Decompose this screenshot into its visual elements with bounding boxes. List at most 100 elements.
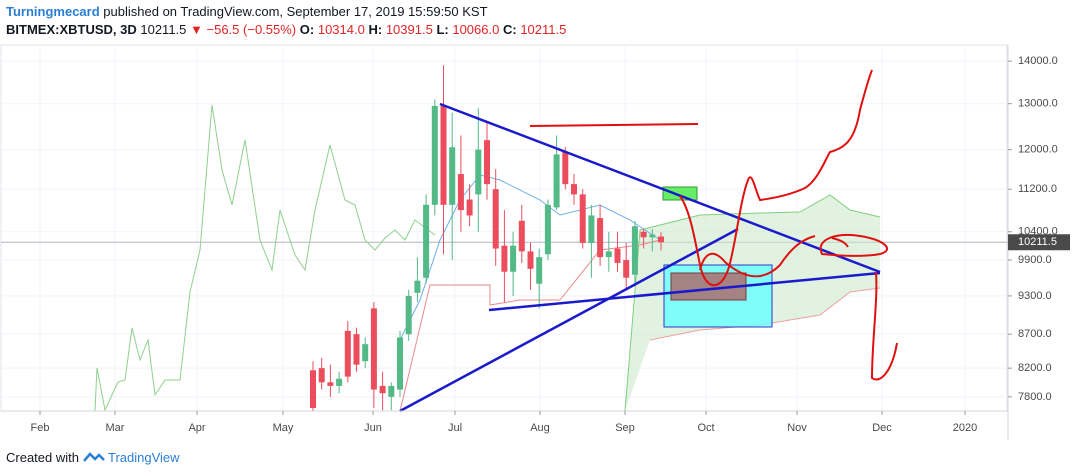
candle-body — [370, 308, 377, 390]
last-price-tag — [1008, 234, 1070, 251]
ohlc-value: 10211.5 — [520, 22, 567, 37]
candle-body — [327, 382, 334, 386]
ohlc-value: 10391.5 — [385, 22, 433, 37]
footer-text: Created with — [6, 450, 79, 465]
candle-body — [475, 149, 482, 195]
candle-body — [510, 245, 517, 272]
change: −56.5 (−0.55%) — [206, 22, 297, 37]
red-scribble — [699, 235, 816, 278]
ohlc-key: H: — [368, 22, 383, 37]
published: published on TradingView.com, September … — [103, 4, 488, 19]
candle-body — [492, 189, 499, 249]
candle-body — [440, 105, 447, 205]
x-tick-label: Jun — [364, 422, 382, 434]
candle-body — [597, 218, 604, 258]
candle-body — [388, 385, 395, 397]
ohlc: O: 10314.0 H: 10391.5 L: 10066.0 C: 1021… — [300, 22, 567, 37]
ohlc-key: O: — [299, 22, 315, 37]
candle-body — [405, 295, 412, 335]
candle-body — [431, 105, 438, 205]
price: 10211.5 — [140, 22, 187, 37]
y-tick-label: 7800.0 — [1018, 391, 1052, 403]
ohlc-value: 10314.0 — [317, 22, 365, 37]
red-line — [529, 123, 699, 127]
candle-body — [553, 154, 560, 208]
candles — [310, 65, 664, 411]
x-tick-label: Dec — [872, 422, 892, 434]
ohlc-value: 10066.0 — [452, 22, 500, 37]
candle-body — [457, 174, 464, 211]
candle-body — [397, 337, 403, 390]
y-tick-label: 14000.0 — [1018, 55, 1058, 67]
candle-body — [379, 385, 386, 394]
candle-body — [336, 378, 343, 386]
candle-body — [649, 234, 656, 238]
x-tick-label: Mar — [106, 422, 125, 434]
candle-body — [318, 368, 325, 383]
tenkan — [399, 174, 661, 341]
last-price-label: 10211.5 — [1018, 236, 1057, 248]
x-tick-label: Aug — [530, 422, 550, 434]
y-tick-label: 12000.0 — [1018, 144, 1058, 156]
candle-body — [362, 344, 369, 362]
lagging-span — [94, 104, 436, 412]
candle-body — [605, 251, 612, 258]
green-box — [662, 186, 698, 201]
y-tick-label: 8700.0 — [1018, 328, 1052, 340]
candle-body — [466, 199, 473, 216]
symbol: BITMEX:XBTUSD, 3D — [6, 22, 137, 37]
publish-line: Turningmecard published on TradingView.c… — [6, 4, 488, 19]
y-tick-label: 9300.0 — [1018, 290, 1052, 302]
y-tick-label: 9900.0 — [1018, 254, 1052, 266]
footer: Created with TradingView — [6, 450, 180, 465]
candle-body — [614, 248, 621, 263]
candle-body — [353, 334, 360, 365]
candle-body — [658, 236, 664, 243]
candle-body — [623, 260, 630, 278]
candle-body — [414, 280, 421, 293]
candle-body — [501, 245, 508, 272]
candle-body — [571, 184, 577, 195]
y-tick-label: 8200.0 — [1018, 362, 1052, 374]
x-tick-label: Jul — [448, 422, 462, 434]
candle-body — [527, 251, 534, 269]
trend-line — [488, 271, 881, 312]
candle-body — [449, 147, 456, 205]
red-scribble — [679, 69, 873, 287]
x-tick-label: May — [273, 422, 294, 434]
author[interactable]: Turningmecard — [6, 4, 100, 19]
x-tick-label: Apr — [188, 422, 205, 434]
candle-body — [640, 231, 647, 238]
symbol-line: BITMEX:XBTUSD, 3D 10211.5 ▼ −56.5 (−0.55… — [6, 22, 566, 37]
candle-body — [562, 152, 569, 185]
candle-body — [588, 215, 595, 243]
axes: 14000.013000.012000.011200.010400.09900.… — [31, 55, 1070, 434]
candle-body — [544, 204, 551, 255]
candle-body — [484, 140, 490, 185]
logo — [82, 452, 105, 462]
x-tick-label: 2020 — [953, 422, 977, 434]
y-tick-label: 11200.0 — [1018, 183, 1057, 195]
y-tick-label: 13000.0 — [1018, 98, 1058, 110]
trend-line — [399, 227, 739, 413]
red-scribble — [870, 271, 898, 381]
brand[interactable]: TradingView — [108, 450, 180, 465]
span-a — [624, 194, 881, 412]
x-tick-label: Nov — [787, 422, 807, 434]
candle-body — [536, 257, 543, 284]
candle-body — [518, 220, 525, 252]
candle-body — [631, 226, 638, 275]
candle-body — [310, 370, 316, 408]
span-b — [649, 287, 881, 341]
down-arrow: ▼ — [190, 22, 203, 37]
trend-line — [439, 102, 881, 274]
x-tick-label: Sep — [615, 422, 635, 434]
ohlc-key: C: — [502, 22, 517, 37]
x-tick-label: Oct — [697, 422, 714, 434]
red-ellipse — [819, 234, 888, 257]
candle-body — [423, 204, 430, 278]
ohlc-key: L: — [436, 22, 449, 37]
candle-body — [344, 330, 351, 377]
